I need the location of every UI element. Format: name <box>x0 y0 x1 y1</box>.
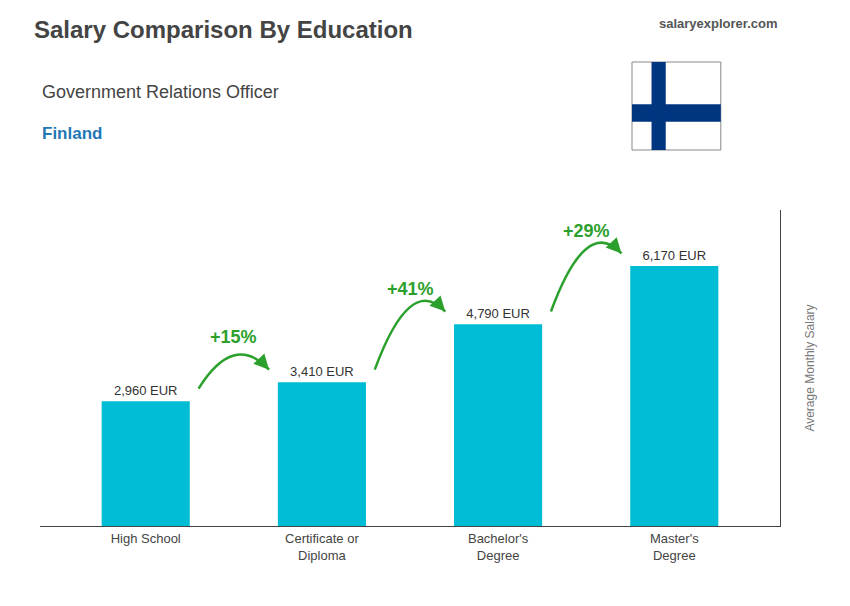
svg-text:Bachelor'sDegree: Bachelor'sDegree <box>468 531 529 563</box>
svg-text:+29%: +29% <box>563 221 610 241</box>
svg-text:salaryexplorer.com: salaryexplorer.com <box>659 16 778 31</box>
svg-text:6,170 EUR: 6,170 EUR <box>642 248 706 263</box>
svg-text:Finland: Finland <box>42 124 102 143</box>
svg-text:Master'sDegree: Master'sDegree <box>650 531 699 563</box>
svg-text:Government Relations Officer: Government Relations Officer <box>42 82 279 102</box>
svg-text:Average Monthly Salary: Average Monthly Salary <box>803 304 817 431</box>
svg-text:4,790 EUR: 4,790 EUR <box>466 306 530 321</box>
svg-text:Salary Comparison By Education: Salary Comparison By Education <box>34 16 413 43</box>
svg-text:3,410 EUR: 3,410 EUR <box>290 364 354 379</box>
svg-text:High School: High School <box>111 531 181 546</box>
svg-text:+41%: +41% <box>387 279 434 299</box>
svg-text:+15%: +15% <box>210 327 257 347</box>
svg-text:2,960 EUR: 2,960 EUR <box>114 383 178 398</box>
svg-text:Certificate orDiploma: Certificate orDiploma <box>285 531 359 563</box>
